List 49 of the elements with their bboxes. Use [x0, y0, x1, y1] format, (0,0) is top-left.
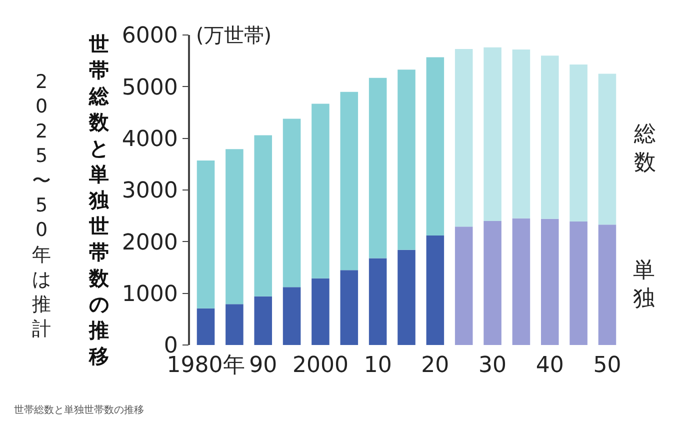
bar — [540, 218, 559, 345]
x-tick-label: 30 — [478, 353, 507, 378]
text: 2025〜50年は推計 — [32, 71, 51, 340]
bar — [196, 308, 215, 345]
x-tick-label: 20 — [421, 353, 450, 378]
bar — [426, 57, 444, 236]
y-tick-label: 2000 — [122, 230, 178, 256]
x-tick-label: 90 — [249, 353, 278, 378]
x-tick-label: 40 — [536, 353, 564, 378]
text: 世帯総数と単独世帯数の推移 — [14, 404, 144, 416]
bar — [598, 74, 616, 225]
bar — [368, 258, 387, 345]
chart-title: 世帯総数と単独世帯数の推移 — [89, 32, 109, 368]
bar — [454, 226, 473, 345]
series-label: 総数 — [633, 122, 656, 176]
bar — [484, 221, 502, 345]
bar — [368, 78, 387, 258]
bar — [512, 218, 530, 345]
series-label: 単独 — [633, 258, 655, 312]
y-tick-label: 6000 — [122, 24, 178, 49]
bar — [282, 118, 301, 288]
y-axis-title: (万世帯) — [196, 23, 272, 47]
bar — [398, 250, 416, 345]
bar — [484, 47, 502, 221]
x-tick-label: 50 — [593, 353, 622, 378]
bar — [196, 160, 215, 308]
bar — [398, 70, 416, 250]
y-tick-label: 3000 — [122, 178, 178, 204]
bar — [454, 48, 473, 227]
bar — [570, 64, 588, 222]
bar — [226, 304, 244, 345]
y-tick-label: 1000 — [122, 282, 178, 308]
bar — [426, 235, 444, 345]
y-tick-label: 4000 — [122, 127, 178, 152]
y-tick-label: 5000 — [122, 75, 178, 100]
bar — [282, 287, 301, 345]
bar — [540, 56, 559, 219]
bar — [254, 135, 272, 296]
bar — [598, 224, 616, 345]
bar — [570, 222, 588, 345]
bar — [512, 49, 530, 218]
bar — [312, 104, 330, 278]
x-tick-label: 10 — [364, 353, 392, 378]
bar — [340, 270, 358, 345]
x-tick-label: 2000 — [292, 353, 348, 378]
bar — [226, 149, 244, 304]
bar — [340, 92, 358, 270]
bar — [254, 296, 272, 345]
bar — [312, 278, 330, 345]
